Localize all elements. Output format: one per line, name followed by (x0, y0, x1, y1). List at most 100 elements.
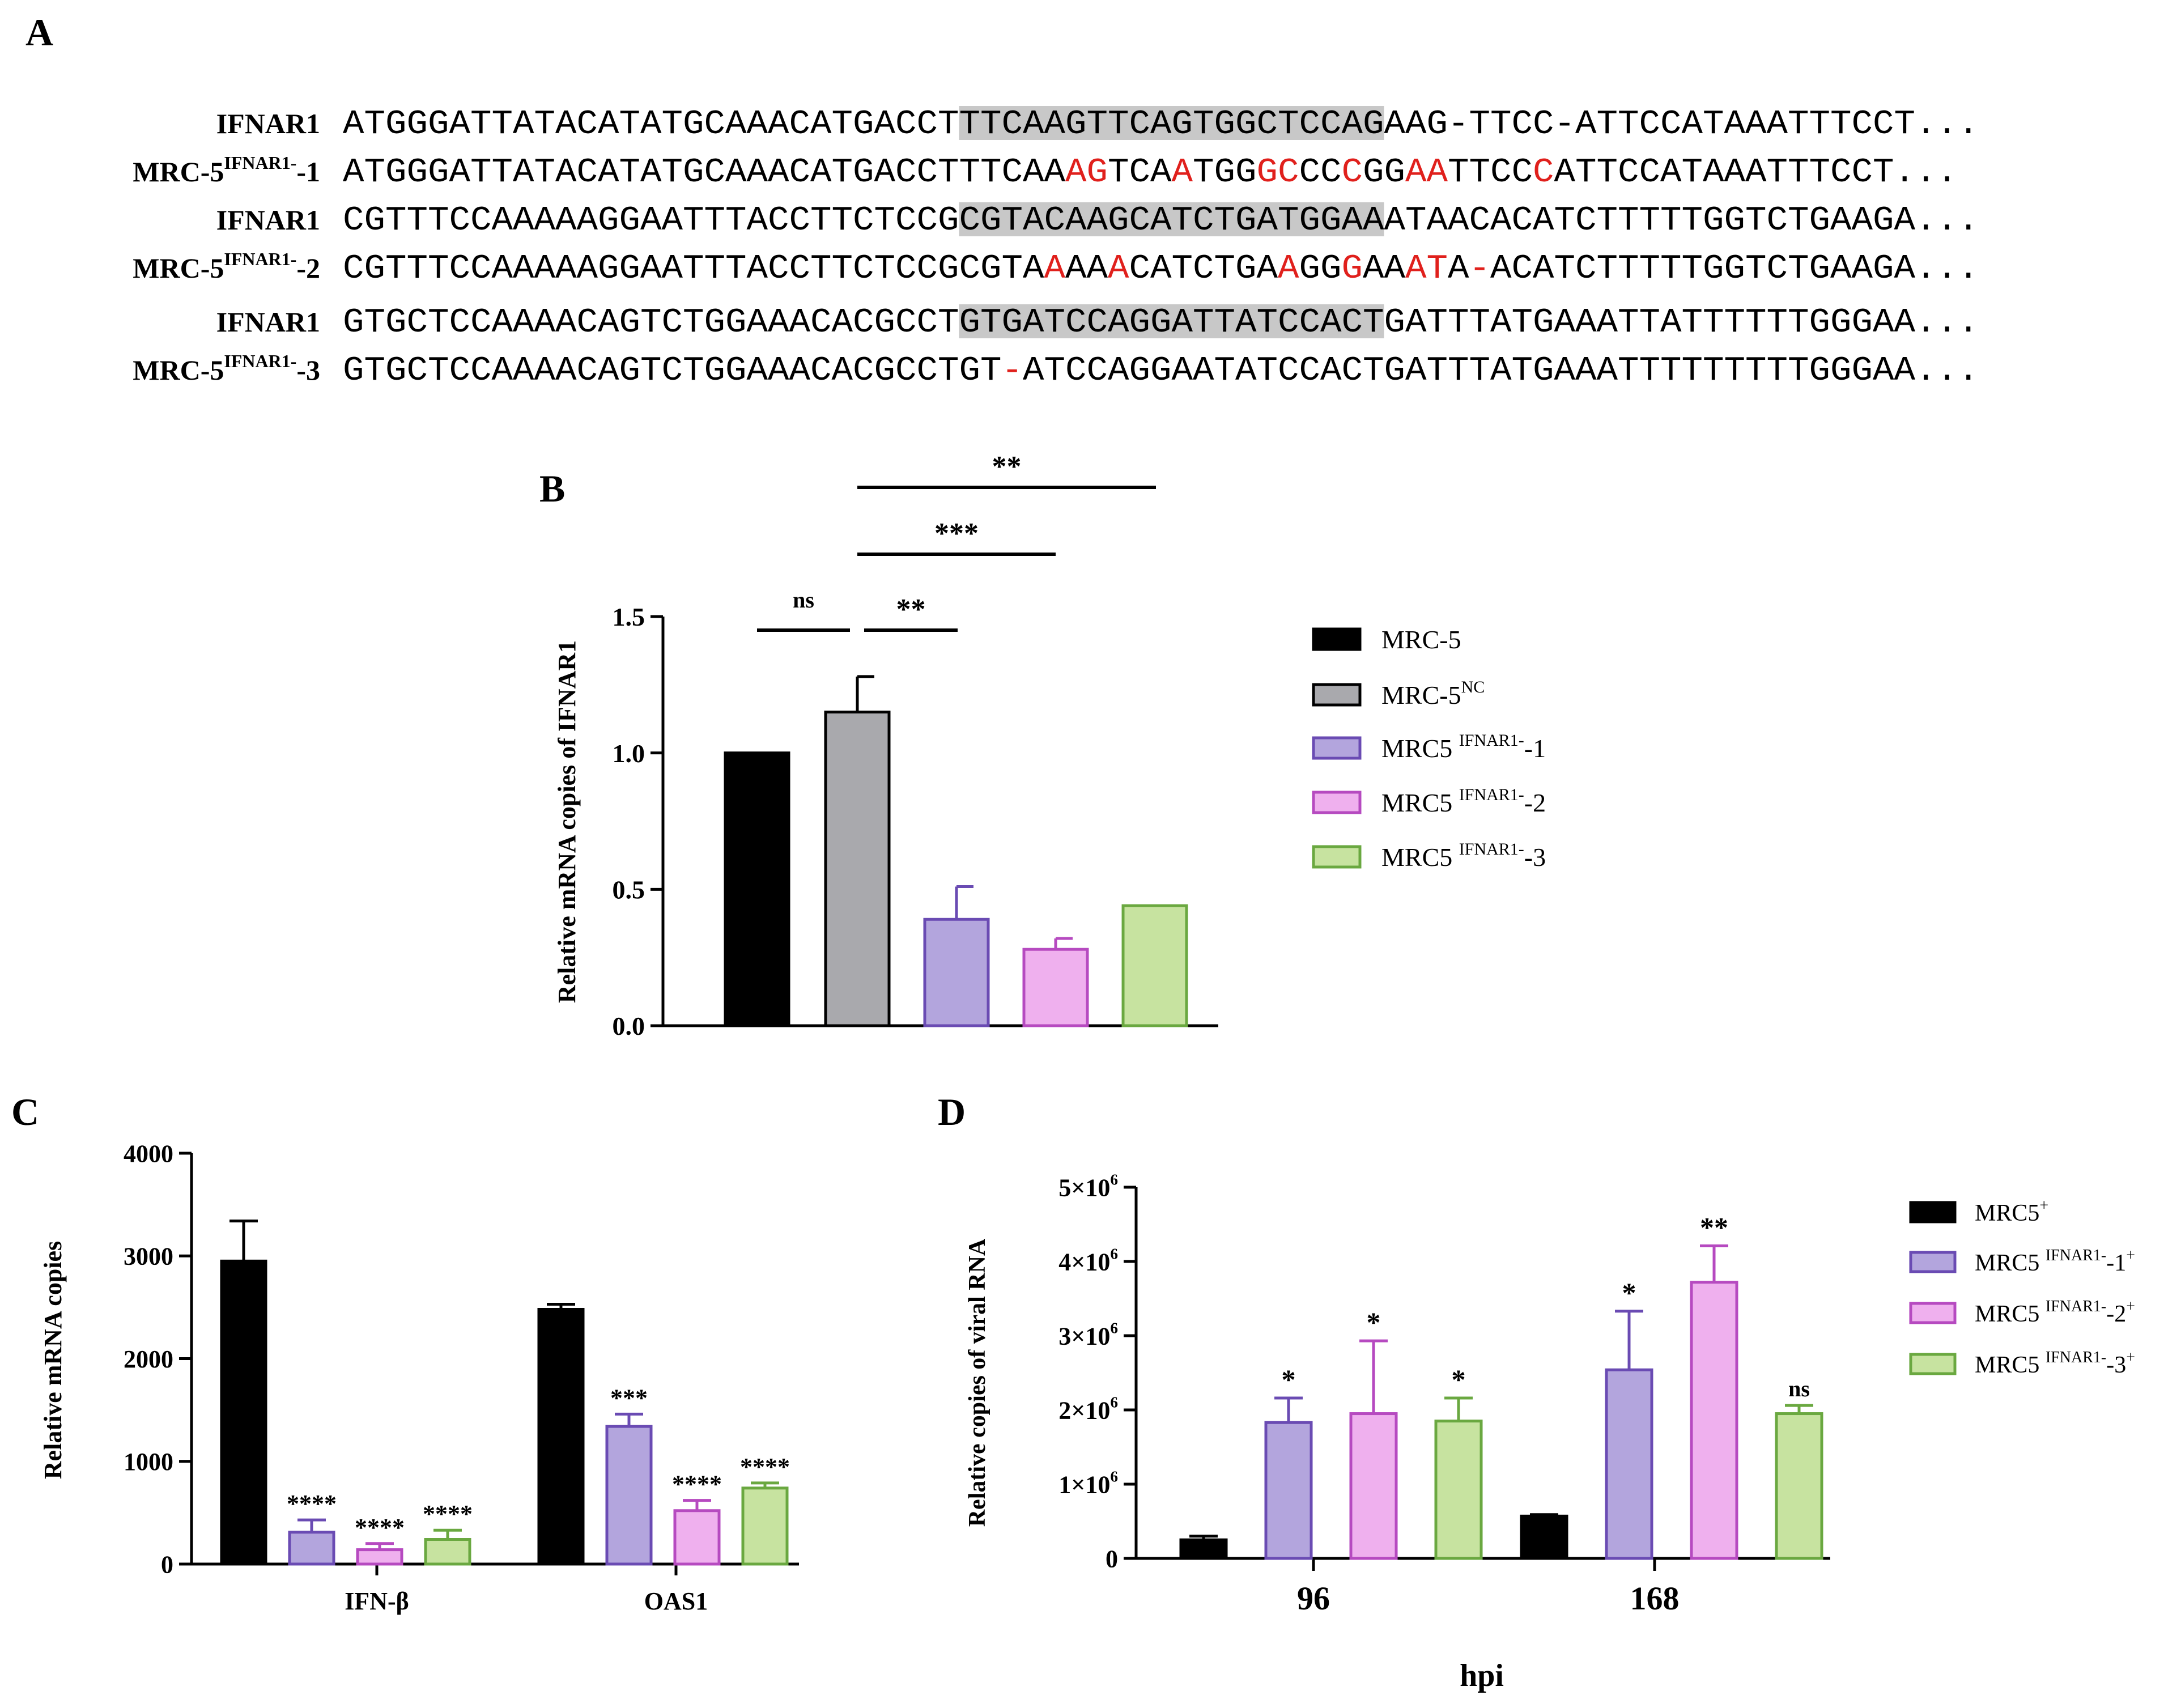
significance-label: * (1282, 1363, 1296, 1395)
bar (1520, 1514, 1568, 1560)
sequence-text: CGTTTCCAAAAAGGAATTTACCTTCTCCGCGTA (343, 250, 1044, 288)
legend-sup: IFNAR1- (2046, 1298, 2106, 1315)
sequence-text: A (1448, 250, 1469, 288)
mutation-base: C (1342, 154, 1363, 192)
legend-text: MRC-5 (1381, 625, 1461, 654)
significance-label: **** (423, 1500, 473, 1528)
legend-swatch (1312, 683, 1362, 707)
sequence-label: IFNAR1 (216, 204, 320, 236)
sequence-text: AA (1065, 250, 1108, 288)
panel-letter-b: B (539, 467, 565, 510)
sequence-text: ATAACACATCTTTTTGGTCTGAAGA... (1384, 202, 1979, 240)
mutation-base: - (1469, 250, 1491, 288)
sequence-text: GATTTATGAAATTATTTTTTGGGAA... (1384, 304, 1979, 342)
y-tick-text: 1.5 (613, 602, 645, 631)
y-tick-label: 2×106 (1058, 1394, 1118, 1425)
bar (741, 1486, 789, 1566)
sequence-label: IFNAR1 (216, 306, 320, 338)
y-tick-exponent: 6 (1110, 1320, 1118, 1337)
legend-swatch (1909, 1353, 1957, 1375)
sequence-label-name: IFNAR1 (216, 204, 320, 236)
panel-letter-a: A (25, 11, 53, 54)
sequence-text: GTGCTCCAAAACAGTCTGGAAACACGCCT (343, 304, 959, 342)
legend-suffix: -2 (2106, 1301, 2126, 1327)
y-tick-text: 5×10 (1058, 1174, 1110, 1201)
x-tick-label: OAS1 (644, 1587, 708, 1615)
legend-suffix: -3 (1524, 843, 1546, 872)
y-tick-label: 0 (161, 1550, 173, 1578)
sequence-text: ATCCAGGAATATCCACTGATTTATGAAATTTTTTTTTGGG… (1023, 352, 1979, 390)
bar (1775, 1412, 1823, 1560)
bar (1022, 948, 1089, 1027)
mutation-base: A (1278, 250, 1299, 288)
y-tick-label: 0.0 (613, 1012, 645, 1040)
sequence-text: ATGGGATTATACATATGCAAACATGACCT (343, 105, 959, 144)
mutation-base: G (1342, 250, 1363, 288)
sequence-label-suffix: -3 (296, 354, 320, 386)
sequence-text: GTGCTCCAAAACAGTCTGGAAACACGCCTGT (343, 352, 1001, 390)
legend-label: MRC5 IFNAR1--3+ (1975, 1349, 2135, 1378)
sequence-text: ATGGGATTATACATATGCAAACATGACCTTTCAA (343, 154, 1065, 192)
bar (1121, 904, 1188, 1027)
sequence-text: CGTACAAGCATCTGATGGAA (959, 202, 1384, 240)
significance-label: ns (793, 587, 814, 613)
legend-label: MRC5+ (1975, 1197, 2048, 1226)
sequence-label-name: MRC-5 (133, 252, 224, 284)
mutation-base: C (1533, 154, 1554, 192)
y-tick-text: 1×10 (1058, 1471, 1110, 1498)
sequence-label-suffix: -1 (296, 156, 320, 188)
y-tick-label: 3000 (124, 1243, 173, 1271)
legend-label: MRC5 IFNAR1--1+ (1975, 1247, 2135, 1276)
legend-swatch (1312, 845, 1362, 869)
sequence-text: CATCTGA (1129, 250, 1278, 288)
significance-label: ** (1700, 1211, 1728, 1243)
sequence-text: TCA (1108, 154, 1172, 192)
significance-label: **** (287, 1490, 337, 1518)
panel-letter-d: D (938, 1090, 966, 1133)
legend-sup2: + (2126, 1247, 2135, 1264)
x-tick-label: IFN-β (345, 1587, 409, 1615)
y-tick-text: 3000 (124, 1243, 173, 1271)
sequence-text: TGG (1193, 154, 1257, 192)
legend-label: MRC5 IFNAR1--3 (1381, 840, 1546, 872)
legend-swatch (1909, 1251, 1957, 1273)
legend-sup: IFNAR1- (2046, 1349, 2106, 1366)
sequence-label: IFNAR1 (216, 108, 320, 139)
sequence-text: TTCAAGTTCAGTGGCTCCAG (959, 105, 1384, 144)
sequence-label-sup: IFNAR1- (224, 351, 296, 371)
significance-label: *** (934, 517, 979, 550)
y-tick-text: 4000 (124, 1140, 173, 1167)
legend-sup: IFNAR1- (1459, 785, 1524, 804)
legend-text: MRC5 (1975, 1250, 2046, 1276)
significance-label: **** (740, 1453, 790, 1481)
bar (1690, 1281, 1738, 1560)
legend-sup: + (2039, 1197, 2048, 1214)
mutation-base: AA (1405, 154, 1448, 192)
y-tick-text: 1.0 (613, 739, 645, 768)
y-tick-label: 4000 (124, 1140, 173, 1167)
sequence-text: ATTCCATAAATTTCCT... (1554, 154, 1958, 192)
sequence-text: AA (1363, 250, 1405, 288)
y-tick-text: 4×10 (1058, 1248, 1110, 1276)
legend-text: MRC5 (1381, 843, 1459, 872)
y-tick-exponent: 6 (1110, 1394, 1118, 1411)
mutation-base: AG (1065, 154, 1108, 192)
legend-text: MRC-5 (1381, 681, 1461, 709)
sequence-text: ACATCTTTTTGGTCTGAAGA... (1490, 250, 1979, 288)
sequence-text: GG (1299, 250, 1342, 288)
y-tick-label: 0 (1106, 1545, 1118, 1573)
significance-label: * (1367, 1306, 1381, 1338)
guide-highlight (959, 202, 1384, 236)
sequence-label-name: MRC-5 (133, 156, 224, 188)
sequence-text: CC (1299, 154, 1342, 192)
mutation-base: AT (1405, 250, 1448, 288)
bar (1434, 1420, 1483, 1560)
guide-highlight (959, 106, 1384, 140)
legend-sup: IFNAR1- (1459, 731, 1524, 750)
bar (923, 917, 990, 1027)
mutation-base: - (1002, 352, 1023, 390)
legend-text: MRC5 (1975, 1352, 2046, 1378)
mutation-base: GC (1257, 154, 1299, 192)
y-tick-exponent: 6 (1110, 1246, 1118, 1263)
sequence-text: AAG-TTCC-ATTCCATAAATTTCCT... (1384, 105, 1979, 144)
